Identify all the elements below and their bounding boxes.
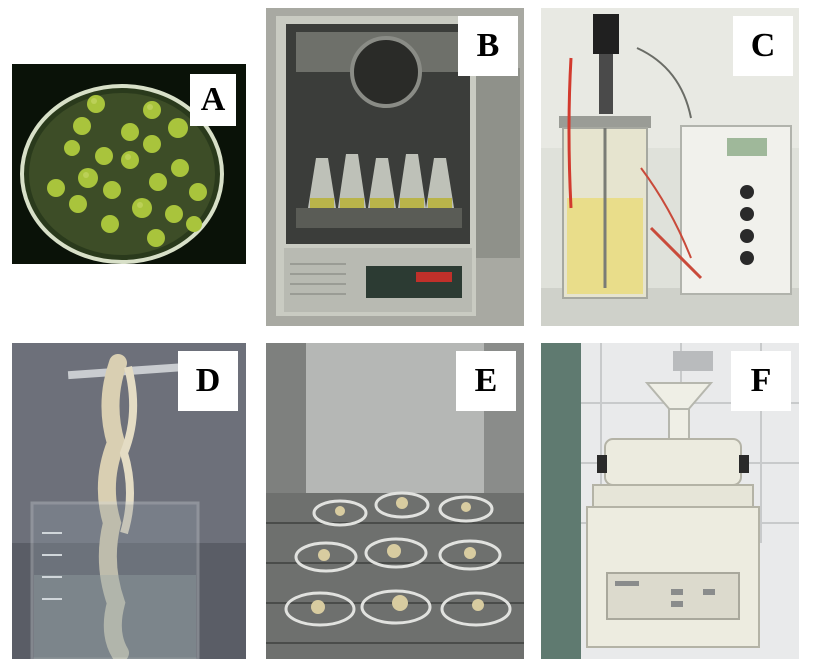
panel-a-petri-dish-photo: A	[12, 64, 246, 264]
panel-e-oven-dishes-photo: E	[266, 343, 524, 659]
panel-label: C	[733, 16, 793, 76]
panel-f-instrument-photo: F	[541, 343, 799, 659]
oven-dishes-image	[266, 343, 524, 659]
incubator-image	[266, 8, 524, 326]
panel-b-shaker-incubator-photo: B	[266, 8, 524, 326]
panel-d-beaker-fiber-photo: D	[12, 343, 246, 659]
panel-label: F	[731, 351, 791, 411]
panel-label: E	[456, 351, 516, 411]
panel-c-bioreactor-photo: C	[541, 8, 799, 326]
instrument-image	[541, 343, 799, 659]
panel-label: D	[178, 351, 238, 411]
panel-label: A	[190, 74, 236, 126]
panel-label: B	[458, 16, 518, 76]
beaker-fiber-image	[12, 343, 246, 659]
